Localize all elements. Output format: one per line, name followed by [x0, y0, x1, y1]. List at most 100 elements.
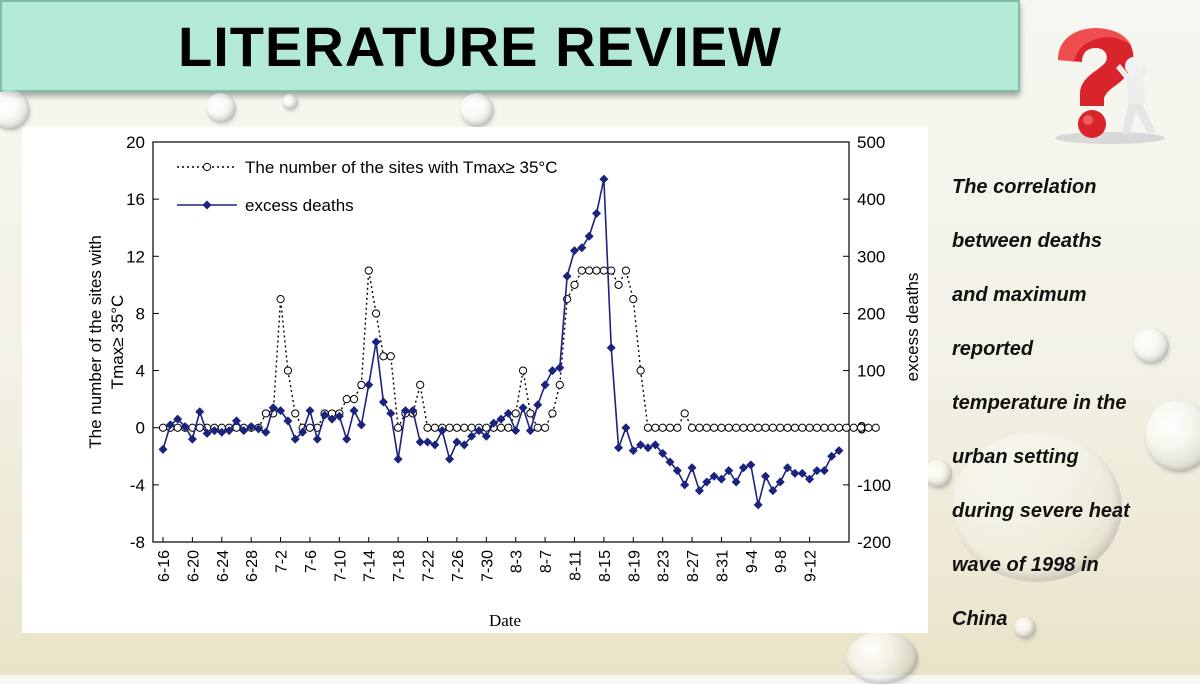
point-deaths — [298, 427, 308, 437]
point-sites — [798, 423, 807, 432]
point-deaths — [768, 486, 778, 496]
point-deaths — [555, 363, 565, 373]
point-deaths — [378, 397, 388, 407]
x-tick-label: 7-6 — [303, 550, 320, 573]
point-deaths — [349, 406, 359, 416]
point-deaths — [364, 380, 374, 390]
point-deaths — [180, 422, 190, 432]
x-tick-label: 6-20 — [185, 550, 202, 582]
point-sites — [158, 423, 168, 432]
point-sites — [357, 380, 366, 389]
x-tick-label: 6-28 — [244, 550, 261, 582]
side-line: reported — [952, 338, 1034, 360]
point-deaths — [672, 466, 682, 476]
point-deaths — [408, 406, 418, 416]
point-sites — [746, 423, 755, 432]
point-deaths — [790, 468, 800, 478]
point-sites — [276, 295, 285, 304]
water-drop — [460, 93, 494, 127]
y-tick-label-left: 0 — [136, 419, 145, 438]
side-line: China — [952, 608, 1008, 630]
point-sites — [570, 280, 579, 289]
point-deaths — [371, 337, 381, 347]
point-sites — [621, 266, 631, 275]
point-deaths — [511, 426, 521, 436]
y-tick-label-left: 8 — [136, 304, 145, 323]
point-deaths — [694, 486, 704, 496]
point-sites — [827, 423, 836, 432]
point-deaths — [819, 466, 829, 476]
legend-sites-label: The number of the sites with Tmax≥ 35°C — [245, 158, 558, 177]
point-sites — [195, 423, 204, 432]
x-tick-label: 9-4 — [744, 550, 761, 573]
point-sites — [173, 423, 182, 432]
side-line: and maximum — [952, 284, 1087, 306]
side-line: during severe heat — [952, 500, 1130, 522]
point-deaths — [437, 426, 447, 436]
point-deaths — [525, 426, 535, 436]
point-sites — [349, 395, 359, 404]
point-sites — [856, 423, 866, 432]
point-sites — [364, 266, 373, 275]
point-sites — [732, 423, 741, 432]
point-deaths — [320, 410, 330, 420]
point-sites — [754, 423, 763, 432]
point-deaths — [628, 446, 638, 456]
point-sites — [695, 423, 704, 432]
point-sites — [636, 366, 645, 375]
point-deaths — [724, 466, 734, 476]
point-sites — [834, 423, 844, 432]
point-deaths — [827, 451, 837, 461]
point-sites — [776, 423, 785, 432]
point-deaths — [496, 414, 506, 424]
point-deaths — [753, 500, 763, 510]
point-sites — [658, 423, 667, 432]
y-tick-label-left: 4 — [136, 362, 145, 381]
point-sites — [452, 423, 462, 432]
point-deaths — [195, 407, 205, 417]
x-tick-label: 7-30 — [479, 550, 496, 582]
x-tick-label: 8-11 — [567, 550, 584, 581]
point-sites — [416, 380, 425, 389]
point-deaths — [386, 408, 396, 418]
point-sites — [261, 409, 270, 418]
point-deaths — [312, 434, 322, 444]
point-deaths — [746, 460, 756, 470]
point-deaths — [636, 440, 646, 450]
x-tick-label: 8-7 — [538, 550, 555, 573]
point-deaths — [775, 477, 785, 487]
point-sites — [739, 423, 748, 432]
y-tick-label-right: -100 — [857, 476, 891, 495]
y-tick-label-right: 200 — [857, 304, 885, 323]
point-deaths — [481, 431, 491, 441]
point-sites — [687, 423, 697, 432]
point-sites — [511, 409, 520, 418]
point-sites — [533, 423, 542, 432]
side-line: urban setting — [952, 446, 1079, 468]
point-deaths — [217, 427, 227, 437]
point-sites — [555, 380, 564, 389]
series-deaths-line — [162, 178, 840, 506]
point-deaths — [276, 406, 286, 416]
point-sites — [871, 423, 880, 432]
y-tick-label-left: 20 — [126, 133, 145, 152]
point-deaths — [202, 428, 212, 438]
point-deaths — [209, 426, 219, 436]
point-sites — [592, 266, 601, 275]
point-sites — [849, 423, 858, 432]
point-sites — [643, 423, 653, 432]
x-axis-label: Date — [489, 611, 521, 630]
point-sites — [768, 423, 777, 432]
point-sites — [518, 366, 528, 375]
point-sites — [496, 423, 506, 432]
x-tick-label: 7-14 — [362, 550, 379, 582]
point-sites — [371, 309, 381, 318]
point-deaths — [489, 418, 499, 428]
point-sites — [526, 409, 535, 418]
side-line: temperature in the — [952, 392, 1127, 414]
point-deaths — [415, 437, 425, 447]
point-sites — [379, 352, 388, 361]
point-deaths — [577, 243, 587, 253]
x-tick-label: 9-12 — [803, 550, 820, 582]
point-sites — [864, 423, 873, 432]
